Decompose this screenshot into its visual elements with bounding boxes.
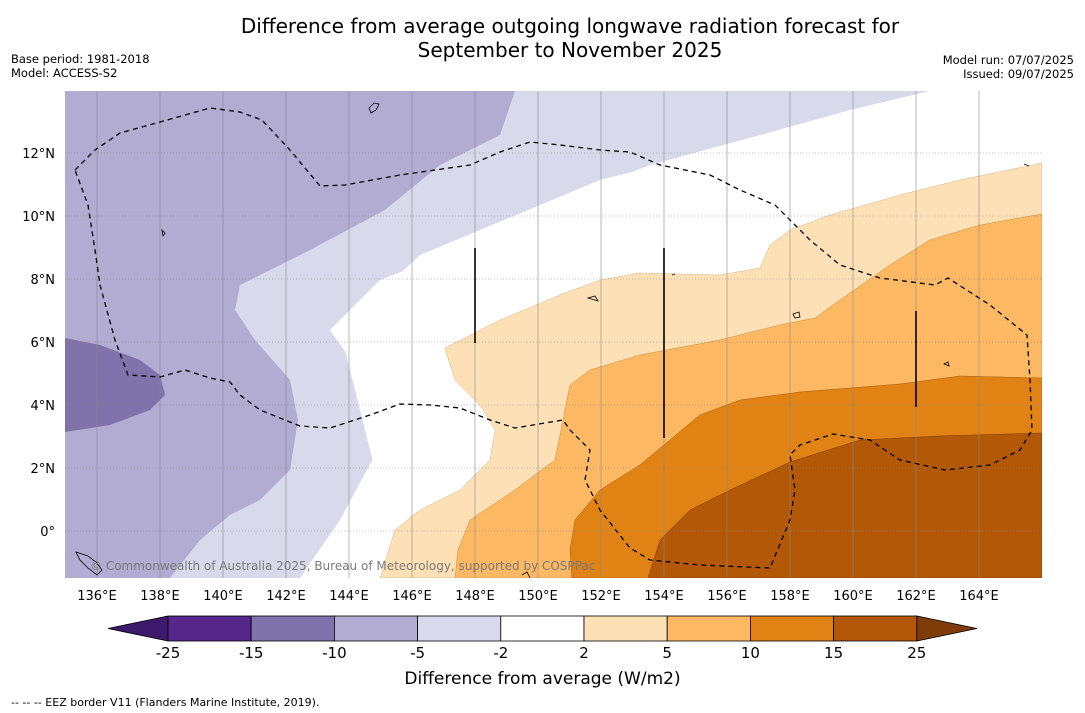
lon-label: 136°E [77,589,117,604]
anomaly-field [65,91,1042,578]
lat-labels: 12°N 10°N 8°N 6°N 4°N 2°N 0° [22,147,55,540]
lon-label: 160°E [833,589,873,604]
colorbar-tick-label: 2 [579,644,589,662]
meta-right: Model run: 07/07/2025 Issued: 09/07/2025 [943,53,1074,81]
eez-borders [74,107,1033,569]
eez-footnote: -- -- -- EEZ border V11 (Flanders Marine… [11,696,320,709]
colorbar-tick-label: 10 [741,644,760,662]
lon-label: 144°E [329,589,369,604]
lon-label: 164°E [959,589,999,604]
title-line-2: September to November 2025 [417,38,723,62]
lon-label: 142°E [266,589,306,604]
lon-label: 152°E [581,589,621,604]
colorbar-tick-label: 15 [824,644,843,662]
lon-labels: 136°E 138°E 140°E 142°E 144°E 146°E 148°E 150°E… [77,589,999,604]
copyright-text: © Commonwealth of Australia 2025, Bureau… [90,559,595,573]
lat-label: 8°N [31,273,56,288]
model-name: Model: ACCESS-S2 [11,66,118,80]
colorbar-label: Difference from average (W/m2) [404,669,681,689]
lon-label: 154°E [644,589,684,604]
island [161,228,166,238]
band-dark-purple [65,338,165,432]
colorbar-segment [167,615,252,642]
island [1023,163,1030,167]
band-mid-purple [65,91,515,578]
eez-border [74,107,1033,569]
colorbar-segment [500,615,585,642]
colorbar-tick-label: -10 [322,644,347,662]
base-period: Base period: 1981-2018 [11,52,150,66]
colorbar-tick-label: -5 [410,644,425,662]
colorbar-segment [750,615,835,642]
lon-label: 162°E [896,589,936,604]
lon-label: 138°E [140,589,180,604]
lon-label: 146°E [392,589,432,604]
colorbar-tick-label: -25 [156,644,181,662]
island [586,295,599,302]
model-run: Model run: 07/07/2025 [942,53,1074,67]
colorbar-segment [333,615,418,642]
lat-label: 6°N [31,336,56,351]
colorbar-tick-label: -2 [493,644,508,662]
map-title: Difference from average outgoing longwav… [0,14,1085,62]
colorbar-segment [417,615,502,642]
lat-label: 10°N [22,210,55,225]
lon-label: 148°E [455,589,495,604]
colorbar-extend-low [107,615,169,642]
graticule [65,91,1042,578]
colorbar-ticks: -25 -15 -10 -5 -2 2 5 10 15 25 [156,644,927,662]
title-line-1: Difference from average outgoing longwav… [240,14,900,38]
island [75,551,103,576]
lat-label: 12°N [22,147,55,162]
lon-label: 158°E [770,589,810,604]
meta-left: Base period: 1981-2018 Model: ACCESS-S2 [11,52,150,80]
lon-label: 140°E [203,589,243,604]
island [792,311,801,319]
lon-label: 156°E [707,589,747,604]
island [671,273,676,276]
colorbar-segment [250,615,335,642]
colorbar-tick-label: -15 [239,644,264,662]
colorbar-segment [833,615,918,642]
island [368,102,380,114]
colorbar-extend-high [916,615,978,642]
lat-label: 2°N [31,462,56,477]
colorbar-tick-label: 25 [907,644,926,662]
solid-borders [474,248,917,438]
island [521,571,531,578]
islands [75,102,1030,578]
colorbar-tick-label: 5 [662,644,672,662]
lat-label: 4°N [31,399,56,414]
colorbar-segment [583,615,668,642]
colorbar [107,615,978,642]
island [943,361,950,367]
lon-label: 150°E [518,589,558,604]
lat-label: 0° [40,525,55,540]
colorbar-segment [666,615,751,642]
issued-date: Issued: 09/07/2025 [963,67,1074,81]
